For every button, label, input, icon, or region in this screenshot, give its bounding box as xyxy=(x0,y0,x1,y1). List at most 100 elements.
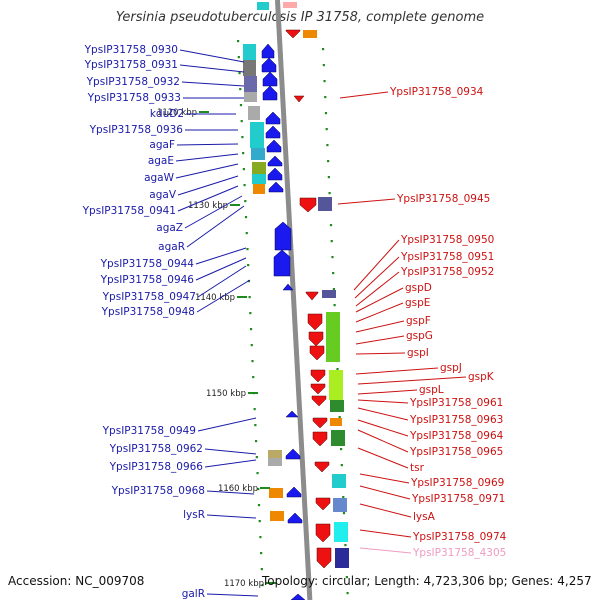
feature-block xyxy=(268,458,282,466)
right-leader-line xyxy=(357,429,409,453)
gene-label-left: YpsIP31758_0941 xyxy=(82,205,176,217)
forward-gene xyxy=(262,71,278,87)
forward-gene xyxy=(285,410,299,418)
scale-dot xyxy=(238,72,241,75)
left-leader-line xyxy=(195,257,247,281)
right-leader-line xyxy=(355,287,404,313)
gene-label-left: YpsIP31758_0933 xyxy=(87,92,181,104)
scale-dot xyxy=(247,264,250,267)
reverse-gene xyxy=(315,497,331,511)
left-leader-line xyxy=(177,175,239,196)
gene-label-right: gspF xyxy=(406,315,431,327)
scale-dot xyxy=(322,64,325,67)
left-leader-line xyxy=(197,417,257,432)
gene-label-right: YpsIP31758_0965 xyxy=(409,446,503,458)
scale-dot xyxy=(329,224,333,227)
scale-dot xyxy=(243,184,246,187)
right-leader-line xyxy=(359,485,411,500)
forward-gene xyxy=(262,85,278,101)
right-leader-line xyxy=(357,376,467,385)
scale-dot xyxy=(254,424,257,427)
gene-label-right: gspJ xyxy=(440,362,462,374)
scale-dot xyxy=(336,368,339,371)
gene-label-right: YpsIP31758_0969 xyxy=(410,477,504,489)
right-leader-line xyxy=(355,302,404,323)
scale-dot xyxy=(257,488,260,491)
right-leader-line xyxy=(355,335,405,345)
gene-label-right: YpsIP31758_0950 xyxy=(400,234,494,246)
feature-block xyxy=(270,511,284,521)
forward-gene xyxy=(268,181,284,193)
left-leader-line xyxy=(196,279,251,313)
kbp-tick-label: 1170 kbp xyxy=(224,579,264,589)
forward-gene xyxy=(261,43,275,59)
gene-label-left: agaR xyxy=(158,241,185,253)
forward-gene xyxy=(287,512,303,524)
right-leader-line xyxy=(354,256,400,299)
right-leader-line xyxy=(353,239,400,291)
scale-dot xyxy=(246,248,249,251)
gene-label-left: YpsIP31758_0947 xyxy=(102,291,196,303)
scale-dot xyxy=(332,272,335,275)
forward-gene xyxy=(265,125,281,139)
scale-dot xyxy=(332,288,335,291)
gene-label-left: agaF xyxy=(149,139,175,151)
scale-dot xyxy=(253,408,256,411)
right-leader-line xyxy=(359,529,412,538)
left-leader-line xyxy=(197,265,247,298)
topology-text: Topology: circular; Length: 4,723,306 bp… xyxy=(262,574,592,588)
scale-dot xyxy=(249,328,253,331)
feature-block xyxy=(252,162,266,174)
accession-text: Accession: NC_009708 xyxy=(8,574,145,588)
left-leader-line xyxy=(179,64,245,73)
reverse-gene xyxy=(293,95,305,103)
gene-label-left: YpsIP31758_0962 xyxy=(109,443,203,455)
scale-dot xyxy=(258,520,261,523)
feature-block xyxy=(334,522,348,542)
gene-label-right: YpsIP31758_0963 xyxy=(409,414,503,426)
scale-dot xyxy=(244,200,247,203)
scale-dot xyxy=(342,512,346,515)
reverse-gene xyxy=(310,369,326,383)
scale-dot xyxy=(324,96,327,99)
feature-block xyxy=(250,122,264,136)
gene-label-left: agaE xyxy=(148,155,174,167)
feature-block xyxy=(318,197,332,211)
scale-dot xyxy=(239,88,242,91)
scale-dot xyxy=(249,312,252,315)
gene-label-right: YpsIP31758_0945 xyxy=(396,193,490,205)
forward-gene xyxy=(290,593,306,600)
gene-label-left: YpsIP31758_0966 xyxy=(109,461,204,473)
feature-block xyxy=(283,2,297,8)
left-leader-line xyxy=(181,81,245,87)
feature-block xyxy=(248,106,260,120)
feature-block xyxy=(243,60,256,76)
kbp-tick-label: 1120 kbp xyxy=(157,108,197,118)
scale-dot xyxy=(346,592,349,595)
right-leader-line xyxy=(355,320,405,333)
scale-dot xyxy=(255,440,258,443)
scale-dot xyxy=(242,152,245,155)
forward-gene xyxy=(286,486,302,498)
gene-label-right: gspE xyxy=(405,297,430,309)
gene-label-left: YpsIP31758_0949 xyxy=(102,425,196,437)
scale-dot xyxy=(248,296,251,299)
left-leader-line xyxy=(176,143,239,146)
left-leader-line xyxy=(175,153,239,162)
gene-label-left: YpsIP31758_0930 xyxy=(84,44,178,56)
left-leader-line xyxy=(204,448,257,455)
kbp-tick-label: 1150 kbp xyxy=(206,389,246,399)
reverse-gene xyxy=(316,547,332,569)
scale-dot xyxy=(240,120,243,123)
reverse-gene xyxy=(299,197,317,213)
scale-dot xyxy=(331,256,334,259)
left-leader-line xyxy=(204,459,257,468)
scale-dot xyxy=(256,472,259,475)
gene-label-left: YpsIP31758_0948 xyxy=(101,306,195,318)
gene-label-left: kduD2 xyxy=(150,108,184,120)
gene-label-right: gspK xyxy=(468,371,495,383)
scale-dot xyxy=(259,536,262,539)
scale-dot xyxy=(322,48,325,51)
feature-block xyxy=(329,370,343,400)
